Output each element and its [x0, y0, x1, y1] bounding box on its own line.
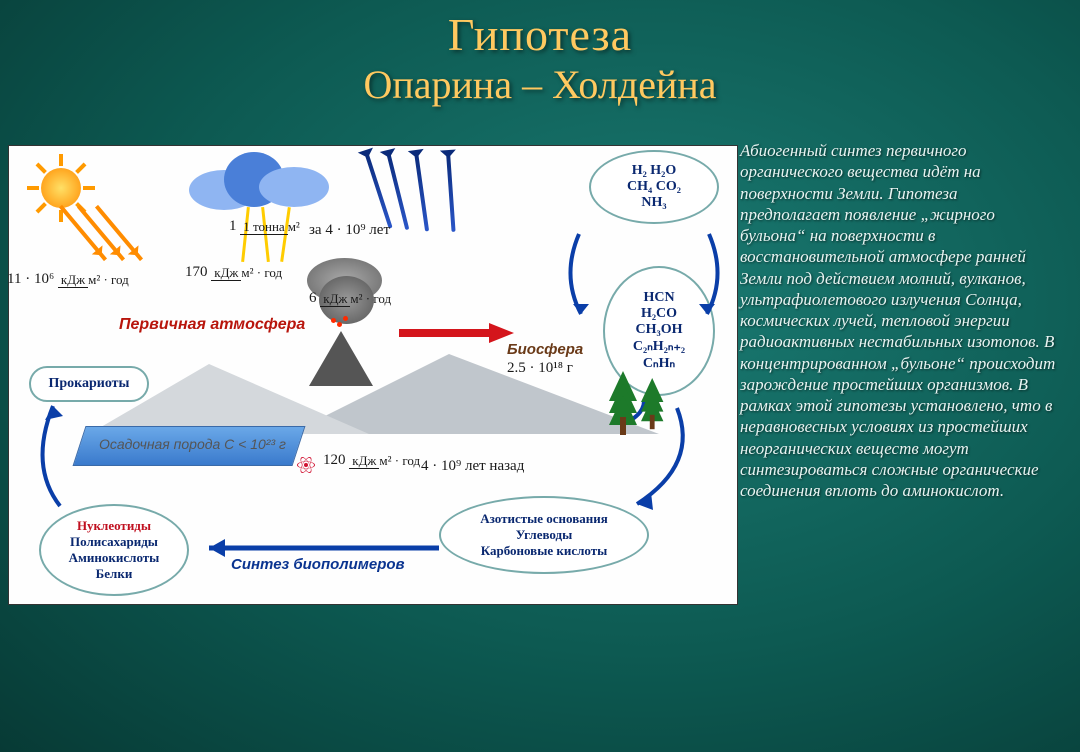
organics-bubble: Азотистые основания Углеводы Карбоновые …	[439, 496, 649, 574]
cosmic-years-label: за 4 · 10⁹ лет	[309, 222, 390, 239]
volcano-flux: 6 кДжм² · год	[309, 290, 391, 307]
lightning-flux-label: 170 кДжм² · год	[185, 264, 282, 281]
description-text: Абиогенный синтез первичного органическо…	[740, 140, 1060, 501]
title-sub: Опарина – Холдейна	[0, 61, 1080, 108]
slide-title: Гипотеза Опарина – Холдейна	[0, 0, 1080, 108]
gas-row-1: H₂ H₂O	[632, 163, 677, 179]
radioactivity-icon	[297, 456, 315, 474]
title-main: Гипотеза	[0, 8, 1080, 61]
cosmic-rays-icon	[364, 152, 484, 232]
lightning-mass: 1 1 тоннам²	[229, 218, 300, 235]
cloud-icon	[189, 152, 329, 212]
gas-row-2: CH₄ CO₂	[627, 179, 681, 195]
red-arrow	[399, 321, 519, 351]
radio-flux: 120 кДжм² · год	[323, 452, 420, 469]
oparin-haldane-diagram: 11 · 10⁶ кДжм² · год 1 1 тоннам² 170 кДж…	[8, 145, 738, 605]
left-loop-arrow	[25, 396, 77, 516]
sediment-label: Осадочная порода C < 10²³ г	[99, 436, 286, 452]
primary-atmosphere-label: Первичная атмосфера	[119, 316, 305, 334]
synthesis-label: Синтез биополимеров	[231, 556, 405, 573]
sun-flux-label: 11 · 10⁶ кДжм² · год	[7, 271, 129, 288]
sun-icon	[31, 158, 91, 218]
years-ago-label: 4 · 10⁹ лет назад	[421, 458, 524, 475]
down-to-organics-arrow	[619, 404, 709, 514]
biopolymers-bubble: Нуклеотиды Полисахариды Аминокислоты Бел…	[39, 504, 189, 596]
